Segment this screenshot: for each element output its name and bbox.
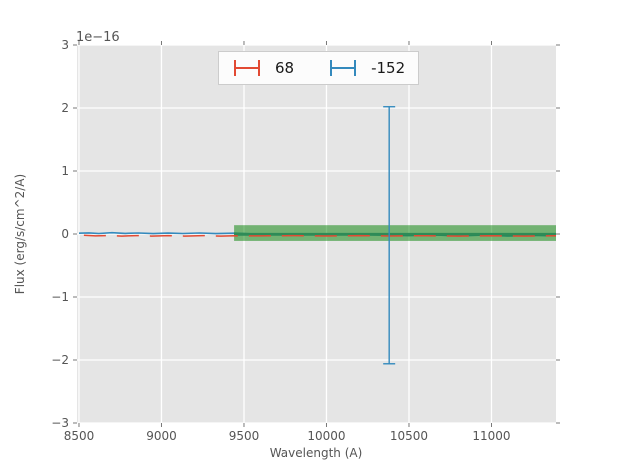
x-tick-label: 9500 — [229, 429, 260, 443]
x-tick-label: 9000 — [146, 429, 177, 443]
legend-label-red: 68 — [275, 59, 295, 77]
legend-entry-red: 68 — [232, 57, 294, 79]
y-axis-label: Flux (erg/s/cm^2/A) — [13, 173, 27, 295]
x-tick-label: 8500 — [64, 429, 95, 443]
y-axis-offset-text: 1e−16 — [76, 30, 120, 45]
x-tick-label: 10500 — [390, 429, 428, 443]
red-spectrum-line — [83, 234, 557, 237]
legend-label-blue: -152 — [371, 59, 406, 77]
y-tick-label: −2 — [51, 353, 69, 367]
x-axis-label: Wavelength (A) — [269, 446, 363, 460]
y-tick-label: −1 — [51, 290, 69, 304]
y-tick-label: 2 — [61, 101, 69, 115]
red-errorbar-marker-icon — [234, 60, 260, 76]
blue-errorbar-marker-icon — [330, 60, 357, 76]
x-tick-label: 11000 — [472, 429, 510, 443]
legend-entry-blue: -152 — [328, 57, 405, 79]
y-tick-label: 1 — [61, 164, 69, 178]
x-tick-label: 10000 — [307, 429, 345, 443]
legend: 68 -152 — [218, 51, 420, 85]
y-tick-label: 0 — [61, 227, 69, 241]
y-tick-label: 3 — [61, 38, 69, 52]
y-tick-label: −3 — [51, 416, 69, 430]
